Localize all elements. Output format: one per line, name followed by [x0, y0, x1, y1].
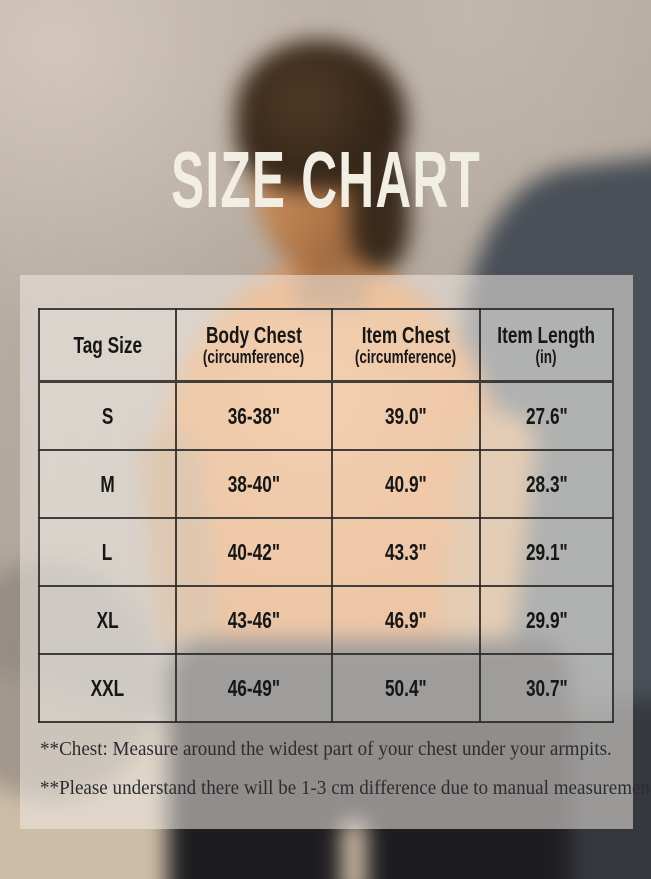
cell-body-chest: 40-42"	[174, 517, 333, 587]
size-table: Tag Size Body Chest (circumference) Item…	[38, 308, 615, 723]
col-sublabel: (in)	[535, 347, 557, 368]
cell-tag-size: M	[38, 449, 177, 519]
table-row: S 36-38" 39.0" 27.6"	[38, 380, 615, 451]
cell-item-chest: 39.0"	[330, 380, 481, 451]
col-label: Item Chest	[361, 321, 450, 348]
cell-item-length: 29.1"	[478, 517, 615, 587]
cell-item-length: 28.3"	[478, 449, 615, 519]
cell-tag-size: XL	[38, 585, 177, 655]
col-sublabel: (circumference)	[203, 347, 305, 368]
model-hand	[342, 820, 366, 879]
table-row: XXL 46-49" 50.4" 30.7"	[38, 653, 615, 723]
size-table-body: S 36-38" 39.0" 27.6" M 38-40" 40.9" 28.3" L 40-42…	[38, 380, 615, 723]
cell-value: 28.3"	[525, 470, 568, 497]
cell-value: 40-42"	[227, 538, 280, 565]
col-sublabel: (circumference)	[355, 347, 457, 368]
cell-value: 43-46"	[227, 606, 280, 633]
cell-value: 38-40"	[227, 470, 280, 497]
cell-item-chest: 40.9"	[330, 449, 481, 519]
cell-value: 43.3"	[384, 538, 427, 565]
cell-value: 30.7"	[525, 674, 568, 701]
col-header-body-chest: Body Chest (circumference)	[174, 308, 333, 383]
col-label: Tag Size	[72, 331, 142, 358]
cell-tag-size: XXL	[38, 653, 177, 723]
footnote-tolerance: **Please understand there will be 1-3 cm…	[40, 776, 651, 799]
cell-item-chest: 46.9"	[330, 585, 481, 655]
cell-body-chest: 38-40"	[174, 449, 333, 519]
cell-item-length: 30.7"	[478, 653, 615, 723]
cell-item-chest: 43.3"	[330, 517, 481, 587]
cell-tag-size: S	[38, 380, 177, 451]
cell-value: 46-49"	[227, 674, 280, 701]
cell-body-chest: 46-49"	[174, 653, 333, 723]
page-title-text: SIZE CHART	[170, 135, 481, 224]
model-hair-side	[350, 150, 410, 270]
cell-value: 29.1"	[525, 538, 568, 565]
cell-value: S	[101, 402, 114, 429]
cell-value: 40.9"	[384, 470, 427, 497]
cell-value: 39.0"	[384, 402, 427, 429]
footnotes: **Chest: Measure around the widest part …	[40, 735, 651, 812]
cell-value: 29.9"	[525, 606, 568, 633]
cell-value: XXL	[90, 674, 125, 701]
size-table-header: Tag Size Body Chest (circumference) Item…	[38, 308, 615, 383]
cell-item-chest: 50.4"	[330, 653, 481, 723]
cell-body-chest: 36-38"	[174, 380, 333, 451]
table-row: XL 43-46" 46.9" 29.9"	[38, 585, 615, 655]
col-header-item-chest: Item Chest (circumference)	[330, 308, 481, 383]
table-row: L 40-42" 43.3" 29.1"	[38, 517, 615, 587]
page-title: SIZE CHART	[0, 140, 651, 220]
col-label: Item Length	[497, 321, 596, 348]
cell-value: XL	[96, 606, 119, 633]
col-header-tag-size: Tag Size	[38, 308, 177, 383]
header-row: Tag Size Body Chest (circumference) Item…	[38, 308, 615, 383]
cell-value: L	[102, 538, 113, 565]
footnote-chest: **Chest: Measure around the widest part …	[40, 738, 612, 760]
cell-body-chest: 43-46"	[174, 585, 333, 655]
cell-value: 50.4"	[384, 674, 427, 701]
table-panel: Tag Size Body Chest (circumference) Item…	[20, 275, 651, 829]
cell-value: 36-38"	[227, 402, 280, 429]
cell-value: 27.6"	[525, 402, 568, 429]
cell-item-length: 27.6"	[478, 380, 615, 451]
table-row: M 38-40" 40.9" 28.3"	[38, 449, 615, 519]
col-label: Body Chest	[205, 321, 302, 348]
cell-value: M	[100, 470, 115, 497]
cell-item-length: 29.9"	[478, 585, 615, 655]
cell-tag-size: L	[38, 517, 177, 587]
cell-value: 46.9"	[384, 606, 427, 633]
col-header-item-length: Item Length (in)	[478, 308, 615, 383]
